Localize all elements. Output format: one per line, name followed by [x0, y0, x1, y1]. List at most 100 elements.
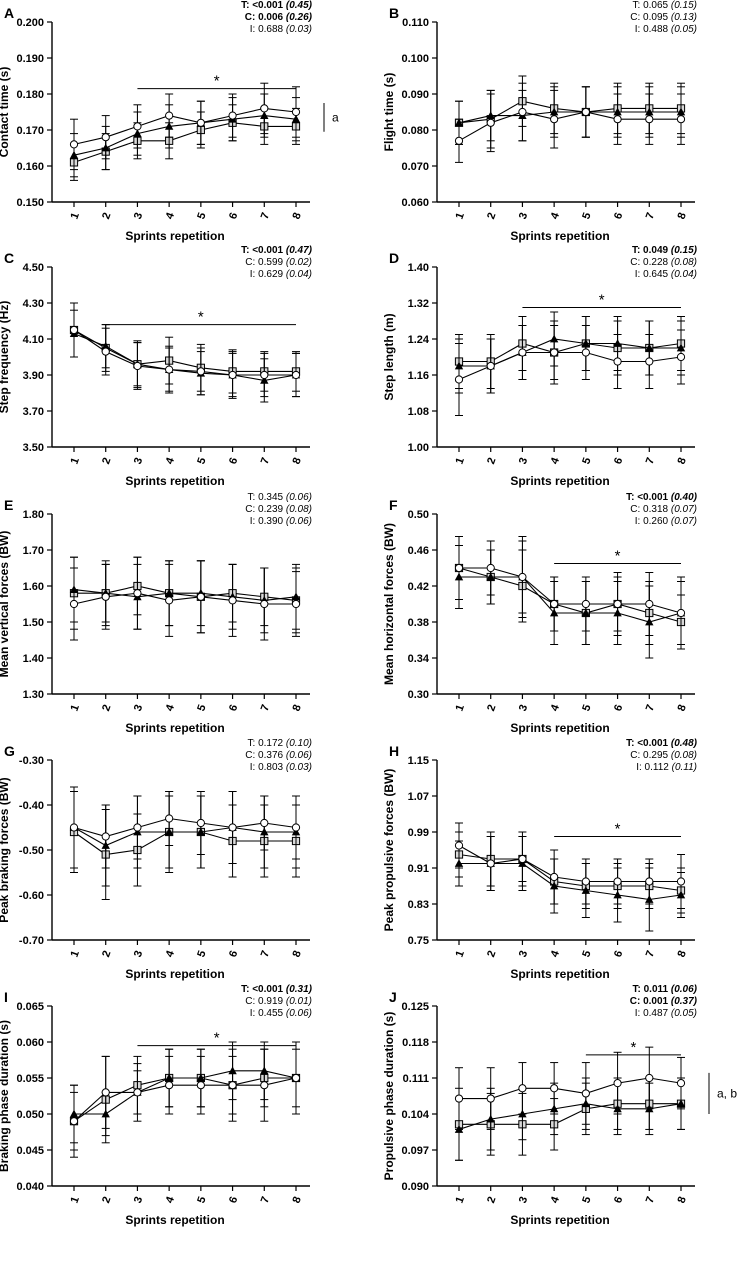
data-point-circle: [260, 818, 269, 828]
y-tick-label: 0.91: [408, 863, 429, 875]
y-tick-label: 0.045: [16, 1145, 44, 1157]
stat-line-i: I: 0.645 (0.04): [635, 269, 697, 280]
stat-effect-size: (0.08): [671, 257, 697, 268]
series-line: [458, 100, 681, 124]
stat-effect-size: (0.04): [286, 269, 312, 280]
x-axis-label: Sprints repetition: [510, 721, 609, 735]
panel-f: F 0.30 0.34 0.38 0.42 0.46 0.50 1 2 3 4 5 6 7 8 Sprints…: [382, 492, 698, 735]
x-tick-label: 7: [644, 949, 657, 959]
x-tick-label: 8: [290, 1195, 303, 1205]
panel-g: G -0.70 -0.60 -0.50 -0.40 -0.30 1 2 3 4 5 6 7 8 Sprint…: [0, 738, 312, 981]
x-tick-label: 7: [259, 1195, 272, 1205]
series-circle: [69, 556, 301, 641]
data-point-circle: [454, 136, 464, 145]
x-axis-label: Sprints repetition: [510, 967, 609, 981]
x-tick-label: 7: [644, 703, 657, 713]
data-point-circle: [69, 823, 79, 832]
panel-a: A 0.150 0.160 0.170 0.180 0.190 0.200 1 2 3 4 5 6 7 8 S…: [0, 0, 339, 243]
data-point-circle: [165, 1081, 174, 1090]
stat-line-t: T: 0.065 (0.15): [633, 0, 697, 11]
stat-value: I: 0.390: [250, 516, 286, 527]
series-line: [73, 1077, 297, 1122]
series-line: [458, 845, 681, 883]
y-tick-label: 1.15: [408, 755, 429, 767]
data-point-circle: [291, 107, 301, 117]
series-line: [458, 853, 682, 892]
series-line: [74, 1070, 297, 1115]
y-tick-label: 0.150: [16, 197, 44, 209]
x-tick-label: 5: [580, 456, 593, 466]
stat-line-c: C: 0.001 (0.37): [630, 996, 698, 1007]
stat-line-i: I: 0.112 (0.11): [636, 762, 697, 773]
stat-value: T: 0.065: [633, 0, 671, 11]
x-tick-label: 4: [549, 210, 563, 221]
x-tick-label: 8: [675, 211, 688, 221]
data-point-circle: [581, 107, 590, 117]
data-point-circle: [196, 367, 205, 376]
x-tick-label: 1: [68, 703, 81, 713]
y-tick-label: 4.10: [23, 334, 44, 346]
series-circle: [69, 1041, 301, 1151]
data-point-circle: [196, 118, 205, 127]
y-tick-label: 1.60: [23, 581, 44, 593]
data-point-circle: [133, 823, 142, 832]
x-tick-label: 4: [549, 948, 563, 959]
stat-value: C: 0.001: [630, 996, 671, 1007]
series-line: [73, 122, 296, 163]
data-point-circle: [486, 563, 495, 573]
stat-line-i: I: 0.487 (0.05): [635, 1008, 697, 1019]
data-point-circle: [196, 592, 205, 601]
data-point-circle: [228, 370, 237, 380]
x-tick-label: 8: [290, 703, 303, 713]
y-tick-label: 1.24: [408, 334, 430, 346]
y-tick-label: 1.40: [408, 262, 429, 274]
series-line: [73, 333, 297, 381]
stat-line-i: I: 0.803 (0.03): [250, 762, 312, 773]
y-tick-label: -0.50: [19, 845, 44, 857]
data-point-circle: [165, 596, 174, 605]
x-axis-label: Sprints repetition: [125, 1213, 224, 1227]
x-tick-label: 6: [227, 949, 240, 959]
stat-effect-size: (0.48): [671, 738, 698, 749]
series-line: [459, 567, 682, 614]
stat-value: I: 0.260: [635, 516, 671, 527]
y-tick-label: -0.60: [19, 890, 44, 902]
stat-effect-size: (0.13): [671, 12, 697, 23]
stat-value: I: 0.629: [250, 269, 286, 280]
x-tick-label: 6: [612, 949, 625, 959]
data-point-circle: [291, 599, 301, 609]
stat-value: T: <0.001: [626, 492, 671, 503]
data-point-circle: [486, 859, 495, 868]
panel-b: B 0.060 0.070 0.080 0.090 0.100 0.110 1 2 3 4 5 6 7 8 S…: [382, 0, 697, 243]
x-tick-label: 5: [580, 211, 593, 221]
significance-asterisk: *: [615, 821, 621, 838]
panel-i: I 0.040 0.045 0.050 0.055 0.060 0.065 1 2 3 4 5 6 7 8 S…: [0, 984, 313, 1227]
y-tick-label: 0.99: [408, 827, 429, 839]
stat-effect-size: (0.01): [286, 996, 312, 1007]
stat-line-t: T: 0.172 (0.10): [248, 738, 312, 749]
stat-line-i: I: 0.629 (0.04): [250, 269, 312, 280]
data-point-circle: [518, 854, 527, 864]
stat-effect-size: (0.07): [671, 516, 697, 527]
stat-effect-size: (0.06): [286, 750, 312, 761]
y-tick-label: 0.34: [408, 653, 430, 665]
series-square: [454, 536, 686, 650]
stat-line-c: C: 0.318 (0.07): [630, 504, 697, 515]
x-tick-label: 1: [453, 1195, 466, 1205]
y-tick-label: 0.070: [401, 161, 429, 173]
x-tick-label: 4: [164, 210, 178, 221]
x-tick-label: 7: [259, 456, 272, 466]
data-point-circle: [581, 348, 590, 357]
data-point-circle: [550, 872, 559, 882]
panel-letter: B: [389, 5, 399, 21]
x-tick-label: 1: [68, 1195, 81, 1205]
y-tick-label: 1.32: [408, 298, 429, 310]
panel-letter: G: [4, 743, 15, 759]
data-point-circle: [228, 111, 237, 120]
stat-effect-size: (0.05): [671, 1008, 697, 1019]
stat-line-i: I: 0.455 (0.06): [250, 1008, 312, 1019]
stat-line-i: I: 0.390 (0.06): [250, 516, 312, 527]
data-point-circle: [260, 1081, 269, 1090]
x-axis-label: Sprints repetition: [510, 474, 609, 488]
data-point-circle: [518, 107, 527, 117]
